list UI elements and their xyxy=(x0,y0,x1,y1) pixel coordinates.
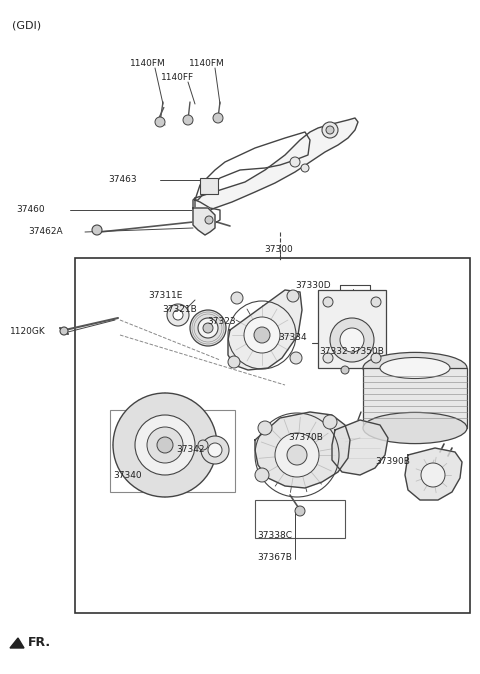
Circle shape xyxy=(203,323,213,333)
Text: 37332: 37332 xyxy=(319,346,348,355)
Ellipse shape xyxy=(380,357,450,379)
Circle shape xyxy=(183,115,193,125)
Ellipse shape xyxy=(363,353,467,384)
Text: 37462A: 37462A xyxy=(28,228,62,237)
Circle shape xyxy=(147,427,183,463)
Circle shape xyxy=(371,297,381,307)
Circle shape xyxy=(157,437,173,453)
Circle shape xyxy=(341,366,349,374)
Bar xyxy=(255,500,345,538)
Text: 37342: 37342 xyxy=(176,444,204,454)
Circle shape xyxy=(255,468,269,482)
Text: 37367B: 37367B xyxy=(257,553,292,561)
Circle shape xyxy=(330,318,374,362)
Circle shape xyxy=(201,436,229,464)
Polygon shape xyxy=(332,420,388,475)
Circle shape xyxy=(326,126,334,134)
Circle shape xyxy=(173,310,183,320)
Circle shape xyxy=(113,393,217,497)
Text: 37338C: 37338C xyxy=(257,530,292,539)
Bar xyxy=(75,258,470,613)
Circle shape xyxy=(190,310,226,346)
Bar xyxy=(318,290,386,368)
Circle shape xyxy=(213,113,223,123)
Text: (GDI): (GDI) xyxy=(12,20,41,30)
Circle shape xyxy=(340,328,364,352)
Circle shape xyxy=(254,327,270,343)
Text: 37321B: 37321B xyxy=(162,305,197,315)
Circle shape xyxy=(323,353,333,363)
Circle shape xyxy=(155,117,165,127)
Circle shape xyxy=(205,216,213,224)
Text: 37350B: 37350B xyxy=(349,346,384,355)
Circle shape xyxy=(244,317,280,353)
Circle shape xyxy=(371,353,381,363)
Polygon shape xyxy=(405,448,462,500)
Bar xyxy=(363,368,467,428)
Circle shape xyxy=(135,415,195,475)
Circle shape xyxy=(287,445,307,465)
Text: 37370B: 37370B xyxy=(288,433,323,443)
Text: 37460: 37460 xyxy=(16,206,45,214)
Text: 37311E: 37311E xyxy=(148,291,182,301)
Circle shape xyxy=(290,157,300,167)
Polygon shape xyxy=(193,118,358,215)
Circle shape xyxy=(92,225,102,235)
Circle shape xyxy=(167,304,189,326)
Bar xyxy=(110,410,235,492)
Text: 1140FF: 1140FF xyxy=(161,73,194,82)
Text: 1140FM: 1140FM xyxy=(130,59,166,67)
Circle shape xyxy=(275,433,319,477)
Circle shape xyxy=(290,352,302,364)
Bar xyxy=(200,178,218,194)
Circle shape xyxy=(208,443,222,457)
Circle shape xyxy=(322,122,338,138)
Text: 37323: 37323 xyxy=(207,317,236,326)
Circle shape xyxy=(258,421,272,435)
Circle shape xyxy=(295,506,305,516)
Polygon shape xyxy=(228,290,302,370)
Polygon shape xyxy=(255,412,350,488)
Circle shape xyxy=(198,440,208,450)
Circle shape xyxy=(198,318,218,338)
Text: 37390B: 37390B xyxy=(375,456,410,466)
Circle shape xyxy=(231,292,243,304)
Text: 37340: 37340 xyxy=(113,470,142,479)
Polygon shape xyxy=(10,638,24,648)
Circle shape xyxy=(287,290,299,302)
Text: 37463: 37463 xyxy=(108,175,137,185)
Circle shape xyxy=(323,297,333,307)
Circle shape xyxy=(421,463,445,487)
Polygon shape xyxy=(193,208,215,235)
Circle shape xyxy=(301,164,309,172)
Circle shape xyxy=(228,356,240,368)
Text: 37300: 37300 xyxy=(264,245,293,255)
Ellipse shape xyxy=(363,412,467,443)
Text: 37334: 37334 xyxy=(278,332,307,342)
Circle shape xyxy=(60,327,68,335)
Text: 1140FM: 1140FM xyxy=(189,59,225,67)
Text: 37330D: 37330D xyxy=(295,282,331,290)
Text: 1120GK: 1120GK xyxy=(10,328,46,336)
Circle shape xyxy=(323,415,337,429)
Text: FR.: FR. xyxy=(28,636,51,650)
